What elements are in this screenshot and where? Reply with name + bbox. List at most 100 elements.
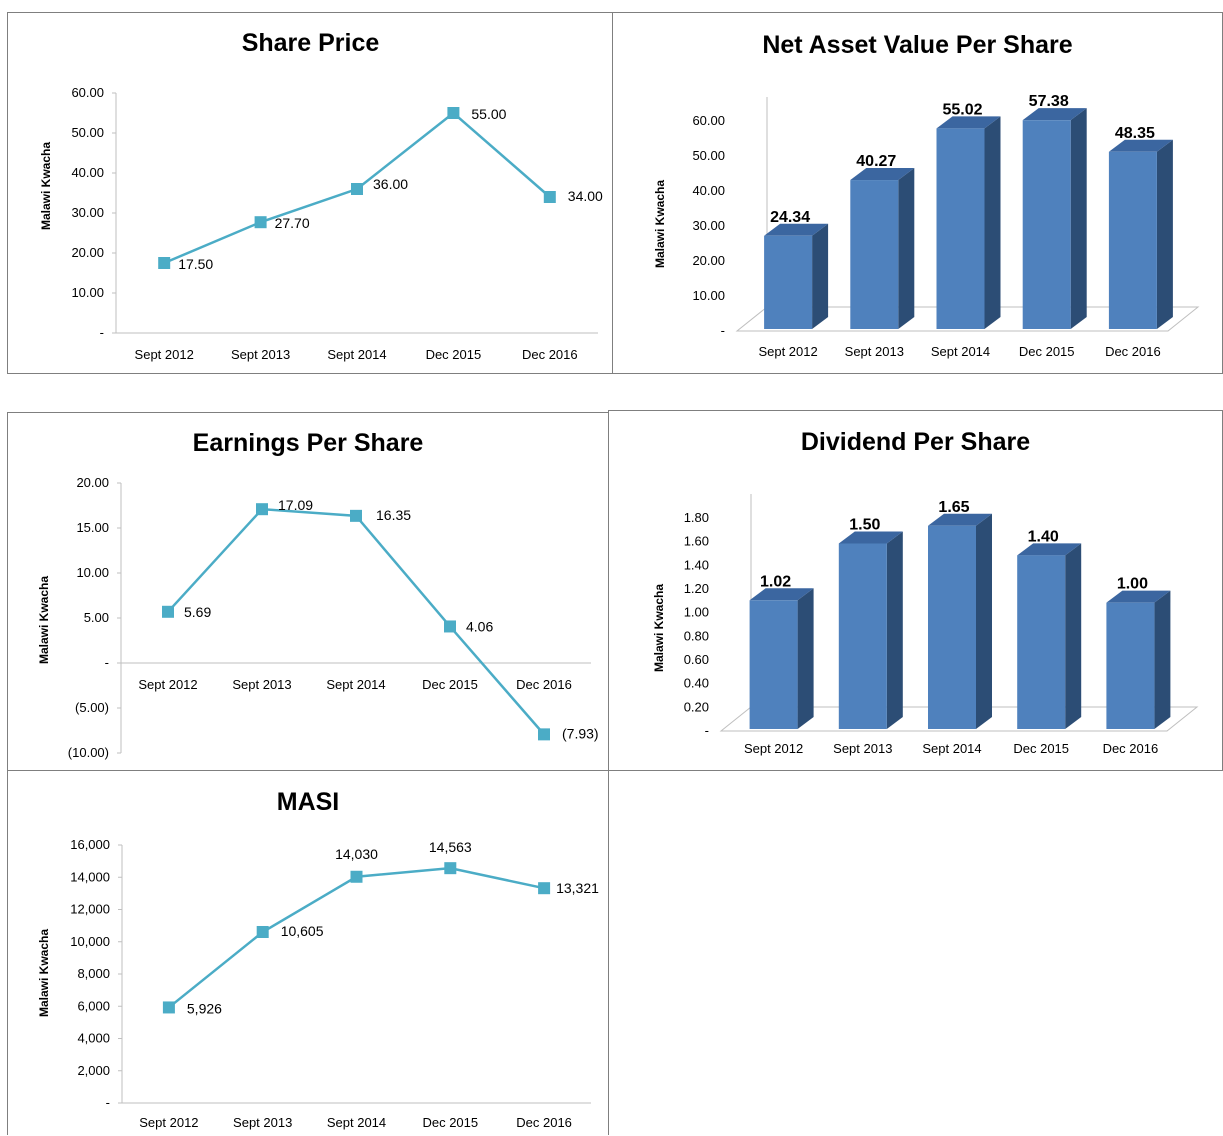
y-tick-label: 2,000 [77, 1063, 110, 1078]
x-tick-label: Dec 2015 [1019, 344, 1075, 359]
y-tick-label: 8,000 [77, 966, 110, 981]
chart-title: Dividend Per Share [800, 428, 1031, 456]
x-tick-label: Sept 2014 [327, 1115, 386, 1130]
data-label: 17.09 [278, 497, 313, 513]
masi-plot: - 2,000 4,000 6,000 8,000 10,000 12,000 14,000 1… [70, 837, 599, 1130]
x-tick-label: Sept 2012 [138, 677, 197, 692]
data-label: 13,321 [556, 880, 599, 896]
bar-top [1108, 139, 1173, 152]
x-tick-label: Dec 2015 [1013, 741, 1069, 756]
y-tick-label: 5.00 [84, 610, 109, 625]
y-tick-label: 4,000 [77, 1031, 110, 1046]
dividend-per-share-plot: - 0.20 0.40 0.60 0.80 1.00 1.20 1.40 1.60 1.80 Sep… [684, 494, 1199, 756]
y-tick-label: 50.00 [692, 148, 725, 163]
x-tick-label: Dec 2016 [516, 677, 572, 692]
bar-top [850, 168, 915, 181]
y-tick-label: - [105, 655, 109, 670]
series-line [168, 866, 545, 1009]
y-tick-label: 0.60 [684, 652, 709, 667]
bar [928, 525, 976, 729]
data-label: 10,605 [281, 923, 324, 939]
y-tick-label: (5.00) [75, 700, 109, 715]
x-tick-label: Sept 2013 [233, 1115, 292, 1130]
x-tick-label: Dec 2016 [522, 347, 578, 362]
y-tick-label: 40.00 [71, 165, 104, 180]
y-tick-label: 40.00 [692, 183, 725, 198]
bar [838, 543, 887, 729]
y-tick-label: - [100, 325, 104, 340]
y-tick-label: 1.60 [684, 534, 709, 549]
dividend-per-share-chart: Dividend Per Share Malawi Kwacha -0.20 0.… [608, 410, 1223, 771]
x-tick-label: Dec 2015 [422, 677, 478, 692]
data-label: 1.00 [1117, 576, 1148, 593]
data-label: 1.40 [1028, 528, 1059, 545]
data-point [543, 191, 556, 203]
data-label: (7.93) [562, 725, 599, 741]
masi-chart: MASI Malawi Kwacha -2,000 4,000 6,000 8,000… [7, 770, 609, 1135]
share-price-chart: Share Price Malawi Kwacha -10.00 20.00 30.… [7, 12, 614, 374]
share-price-plot: - 10.00 20.00 30.00 40.00 50.00 60.00 Sept 2012… [71, 85, 603, 362]
data-point [350, 509, 362, 522]
data-label: 1.02 [760, 573, 791, 590]
data-point [254, 216, 267, 229]
data-label: 14,563 [429, 839, 472, 855]
x-tick-label: Dec 2016 [516, 1115, 572, 1130]
earnings-per-share-plot: (10.00) (5.00) - 5.00 10.00 15.00 20.00 Sept 20… [68, 475, 599, 760]
data-label: 48.35 [1115, 125, 1155, 142]
x-tick-label: Sept 2014 [922, 741, 981, 756]
bar-side [1065, 543, 1082, 729]
data-point [444, 620, 456, 633]
data-label: 16.35 [376, 507, 411, 523]
nav-per-share-plot: - 10.00 20.00 30.00 40.00 50.00 60.00 Sept 2012… [692, 93, 1200, 359]
y-tick-label: - [721, 323, 725, 338]
y-tick-label: 6,000 [77, 998, 110, 1013]
data-point [158, 257, 171, 269]
x-tick-label: Sept 2014 [931, 344, 990, 359]
bar-side [1156, 139, 1173, 329]
bar [936, 128, 985, 329]
x-tick-label: Sept 2013 [232, 677, 291, 692]
data-point [256, 503, 268, 516]
y-tick-label: - [705, 723, 709, 738]
bar-top [749, 588, 814, 601]
y-tick-label: 10.00 [76, 565, 109, 580]
y-tick-label: 10,000 [70, 934, 110, 949]
bar [749, 600, 798, 729]
data-label: 17.50 [178, 256, 213, 272]
data-point [538, 882, 551, 895]
data-point [351, 183, 363, 195]
y-tick-label: 60.00 [71, 85, 104, 100]
bar-top [928, 513, 992, 526]
y-tick-label: 20.00 [76, 475, 109, 490]
y-tick-label: 1.40 [684, 557, 709, 572]
y-tick-label: - [106, 1095, 110, 1110]
x-tick-label: Sept 2012 [744, 741, 803, 756]
x-tick-label: Sept 2013 [845, 344, 904, 359]
data-label: 1.65 [938, 499, 969, 516]
data-label: 55.00 [471, 106, 506, 122]
x-tick-label: Sept 2012 [758, 344, 817, 359]
y-tick-label: 0.80 [684, 628, 709, 643]
bar [764, 235, 813, 329]
data-label: 4.06 [466, 618, 493, 634]
earnings-per-share-chart: Earnings Per Share Malawi Kwacha (10.00)… [7, 412, 609, 771]
x-tick-label: Sept 2013 [833, 741, 892, 756]
y-tick-label: 20.00 [692, 253, 725, 268]
y-tick-label: (10.00) [68, 745, 109, 760]
bar-side [976, 513, 992, 729]
bar-side [898, 168, 915, 329]
bar-top [1106, 590, 1171, 603]
y-tick-label: 12,000 [70, 902, 110, 917]
x-tick-label: Sept 2012 [135, 347, 194, 362]
y-tick-label: 15.00 [76, 520, 109, 535]
bar-side [1154, 590, 1171, 729]
bar [1022, 120, 1071, 329]
bar-top [764, 223, 829, 236]
bar-top [838, 531, 903, 544]
bar [1017, 555, 1066, 729]
y-tick-label: 14,000 [70, 869, 110, 884]
y-tick-label: 16,000 [70, 837, 110, 852]
y-tick-label: 60.00 [692, 113, 725, 128]
y-tick-label: 10.00 [71, 285, 104, 300]
bar-side [797, 588, 814, 729]
